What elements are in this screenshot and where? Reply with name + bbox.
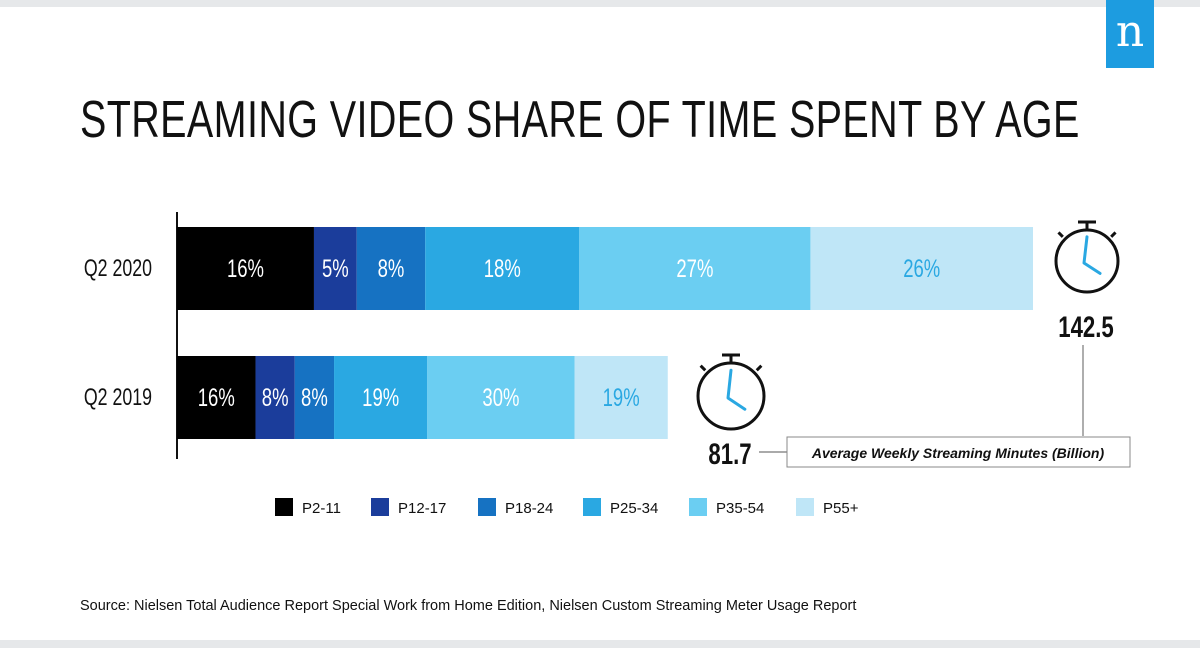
bar-segment-p35-54 bbox=[427, 356, 575, 439]
category-label: Q2 2020 bbox=[84, 255, 152, 281]
data-label: 16% bbox=[198, 383, 235, 411]
legend-label: P35-54 bbox=[716, 500, 764, 517]
total-value-q2-2019: 81.7 bbox=[708, 437, 751, 471]
legend-item: P12-17 bbox=[371, 498, 446, 517]
bar-segment-p25-34 bbox=[425, 227, 580, 310]
bar-segment-p25-34 bbox=[334, 356, 428, 439]
bar-segment-p55plus bbox=[810, 227, 1033, 310]
bar-segment-p2-11 bbox=[177, 227, 314, 310]
data-label: 8% bbox=[301, 383, 328, 411]
data-label: 19% bbox=[362, 383, 399, 411]
data-label: 5% bbox=[322, 254, 349, 282]
legend-item: P18-24 bbox=[478, 498, 553, 517]
data-label: 30% bbox=[482, 383, 519, 411]
source-note: Source: Nielsen Total Audience Report Sp… bbox=[80, 598, 857, 614]
totals-label: Average Weekly Streaming Minutes (Billio… bbox=[811, 445, 1105, 461]
data-label: 27% bbox=[676, 254, 713, 282]
totals-label-box bbox=[786, 436, 1131, 468]
bar-segment-p35-54 bbox=[579, 227, 811, 310]
legend-swatch bbox=[275, 498, 293, 516]
bar-segment-p12-17 bbox=[313, 227, 357, 310]
bar-segment-p2-11 bbox=[177, 356, 256, 439]
legend-label: P12-17 bbox=[398, 500, 446, 517]
nielsen-logo: n bbox=[1106, 0, 1154, 68]
legend-label: P55+ bbox=[823, 500, 859, 517]
bar-segment-p55plus bbox=[574, 356, 668, 439]
total-value-q2-2020: 142.5 bbox=[1058, 310, 1114, 344]
data-label: 8% bbox=[262, 383, 289, 411]
legend-label: P18-24 bbox=[505, 500, 553, 517]
data-label: 16% bbox=[227, 254, 264, 282]
legend-swatch bbox=[796, 498, 814, 516]
legend-item: P2-11 bbox=[275, 498, 341, 517]
stopwatch-icon bbox=[1054, 220, 1120, 294]
bottom-frame-band bbox=[0, 640, 1200, 648]
data-label: 26% bbox=[903, 254, 940, 282]
bar-segment-p12-17 bbox=[255, 356, 295, 439]
legend-swatch bbox=[583, 498, 601, 516]
legend-item: P35-54 bbox=[689, 498, 764, 517]
legend-label: P25-34 bbox=[610, 500, 658, 517]
data-label: 8% bbox=[378, 254, 405, 282]
data-label: 19% bbox=[603, 383, 640, 411]
top-frame-band bbox=[0, 0, 1200, 7]
bar-segment-p18-24 bbox=[356, 227, 426, 310]
bar-segment-p18-24 bbox=[294, 356, 335, 439]
legend-label: P2-11 bbox=[302, 500, 341, 517]
category-label: Q2 2019 bbox=[84, 384, 152, 410]
legend-item: P55+ bbox=[796, 498, 859, 517]
data-label: 18% bbox=[484, 254, 521, 282]
legend-item: P25-34 bbox=[583, 498, 658, 517]
logo-letter: n bbox=[1115, 6, 1145, 57]
legend-swatch bbox=[371, 498, 389, 516]
legend-swatch bbox=[478, 498, 496, 516]
legend-swatch bbox=[689, 498, 707, 516]
stopwatch-icon bbox=[696, 353, 766, 431]
